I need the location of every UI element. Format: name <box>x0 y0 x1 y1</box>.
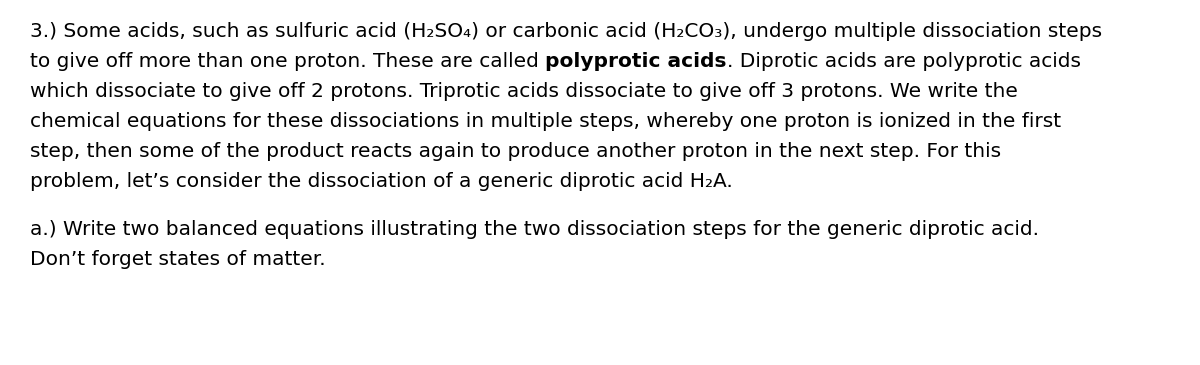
Text: problem, let’s consider the dissociation of a generic diprotic acid H₂A.: problem, let’s consider the dissociation… <box>30 172 733 191</box>
Text: Don’t forget states of matter.: Don’t forget states of matter. <box>30 250 325 269</box>
Text: 3.) Some acids, such as sulfuric acid (H₂SO₄) or carbonic acid (H₂CO₃), undergo : 3.) Some acids, such as sulfuric acid (H… <box>30 22 1102 41</box>
Text: polyprotic acids: polyprotic acids <box>545 52 727 71</box>
Text: which dissociate to give off 2 protons. Triprotic acids dissociate to give off 3: which dissociate to give off 2 protons. … <box>30 82 1018 101</box>
Text: chemical equations for these dissociations in multiple steps, whereby one proton: chemical equations for these dissociatio… <box>30 112 1061 131</box>
Text: . Diprotic acids are polyprotic acids: . Diprotic acids are polyprotic acids <box>727 52 1081 71</box>
Text: to give off more than one proton. These are called: to give off more than one proton. These … <box>30 52 545 71</box>
Text: step, then some of the product reacts again to produce another proton in the nex: step, then some of the product reacts ag… <box>30 142 1001 161</box>
Text: a.) Write two balanced equations illustrating the two dissociation steps for the: a.) Write two balanced equations illustr… <box>30 220 1039 239</box>
